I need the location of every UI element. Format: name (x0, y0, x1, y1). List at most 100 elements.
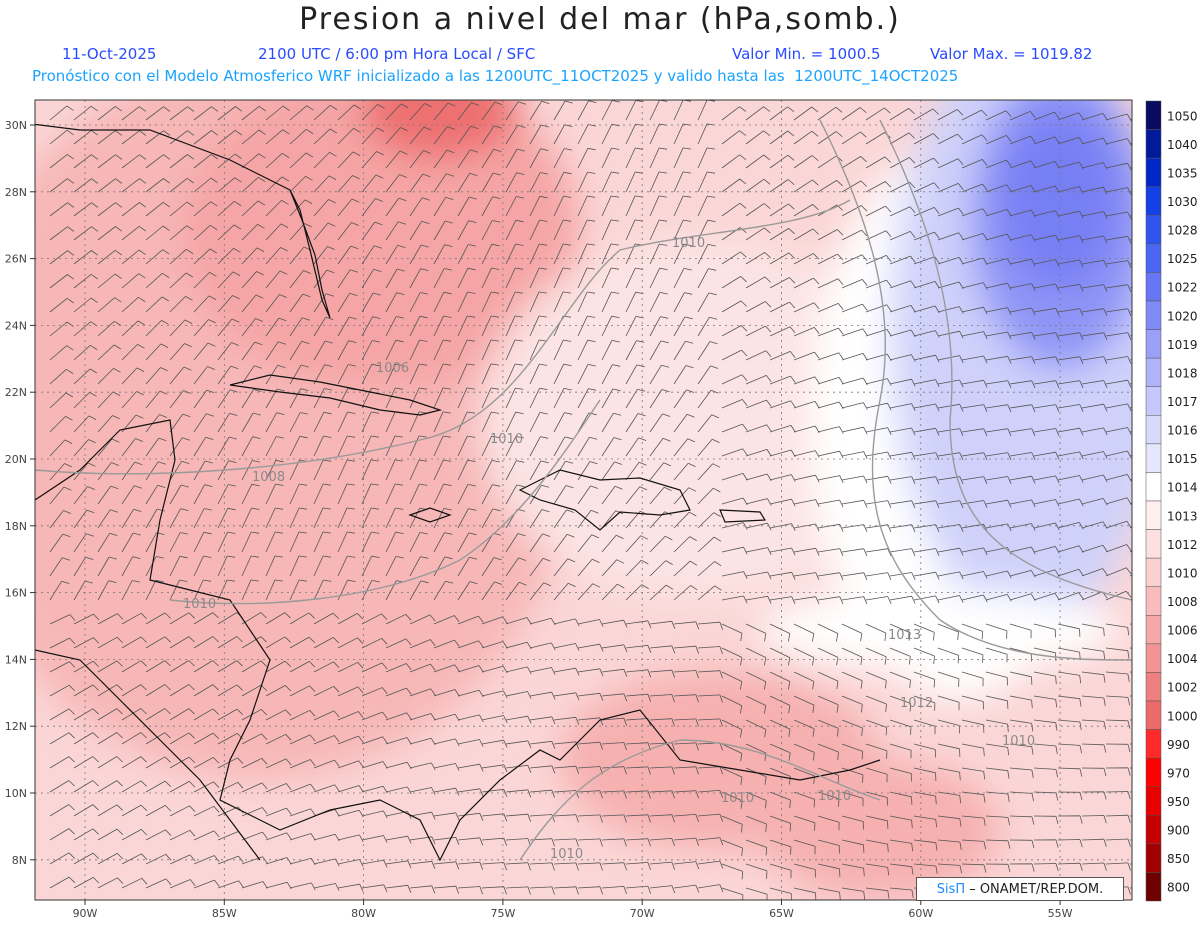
colorbar-swatch (1145, 443, 1162, 473)
contour-labels: 1010 1010 1008 1010 1006 1010 1013 1012 … (183, 236, 1035, 862)
colorbar-level: 900 (1167, 824, 1190, 838)
lat-label: 18N (5, 520, 27, 533)
lon-label: 80W (351, 907, 376, 920)
contour-label: 1006 (376, 361, 409, 376)
contour-label: 1010 (183, 597, 216, 612)
wind-barb-set (49, 100, 1132, 900)
map-frame (34, 99, 1133, 901)
lon-label: 60W (908, 907, 933, 920)
colorbar-swatch (1145, 472, 1162, 502)
max-value: Valor Max. = 1019.82 (930, 45, 1093, 63)
colorbar-swatch (1145, 872, 1162, 902)
lat-label: 24N (5, 319, 27, 332)
colorbar-level: 1025 (1167, 252, 1198, 266)
colorbar-level: 1010 (1167, 566, 1198, 580)
model-info: Pronóstico con el Modelo Atmosferico WRF… (32, 67, 959, 85)
colorbar-level: 1022 (1167, 281, 1198, 295)
lat-label: 30N (5, 119, 27, 132)
colorbar-level: 990 (1167, 738, 1190, 752)
colorbar-level: 1040 (1167, 138, 1198, 152)
lon-label: 75W (490, 907, 515, 920)
credit-text: – ONAMET/REP.DOM. (969, 881, 1104, 897)
lat-label: 8N (12, 854, 27, 867)
credit-box: SisΠ – ONAMET/REP.DOM. (916, 877, 1124, 901)
contour-label: 1008 (252, 470, 285, 485)
colorbar-swatch (1145, 186, 1162, 216)
isobars (35, 119, 1132, 861)
colorbar-swatch (1145, 615, 1162, 645)
colorbar-level: 970 (1167, 766, 1190, 780)
contour-label: 1010 (721, 791, 754, 806)
contour-label: 1013 (888, 628, 921, 643)
colorbar-swatch (1145, 700, 1162, 730)
colorbar-swatch (1145, 300, 1162, 330)
colorbar-swatch (1145, 729, 1162, 759)
lon-label: 70W (630, 907, 655, 920)
map-title: Presion a nivel del mar (hPa,somb.) (299, 2, 901, 37)
min-value: Valor Min. = 1000.5 (732, 45, 881, 63)
forecast-time: 2100 UTC / 6:00 pm Hora Local / SFC (258, 45, 536, 63)
colorbar-level: 1016 (1167, 424, 1198, 438)
colorbar-level: 1014 (1167, 481, 1198, 495)
lon-label: 90W (73, 907, 98, 920)
colorbar-swatch (1145, 757, 1162, 787)
colorbar-swatch (1145, 672, 1162, 702)
colorbar-swatch (1145, 272, 1162, 302)
colorbar-level: 1015 (1167, 452, 1198, 466)
colorbar-level: 1000 (1167, 709, 1198, 723)
colorbar-level: 1012 (1167, 538, 1198, 552)
wind-barbs (49, 100, 1132, 900)
colorbar-swatch (1145, 415, 1162, 445)
colorbar-swatch (1145, 643, 1162, 673)
colorbar-swatch (1145, 386, 1162, 416)
colorbar-level: 1006 (1167, 624, 1198, 638)
colorbar-swatch (1145, 815, 1162, 845)
lat-label: 12N (5, 720, 27, 733)
colorbar-swatch (1145, 243, 1162, 273)
lon-label: 65W (769, 907, 794, 920)
contour-label: 1010 (490, 432, 523, 447)
contour-label: 1010 (550, 847, 583, 862)
colorbar-swatch (1145, 357, 1162, 387)
colorbar-swatch (1145, 586, 1162, 616)
lat-label: 10N (5, 787, 27, 800)
colorbar-level: 1004 (1167, 652, 1198, 666)
credit-brand: SisΠ (936, 881, 966, 897)
colorbar-level: 1050 (1167, 109, 1198, 123)
colorbar-level: 1030 (1167, 195, 1198, 209)
colorbar-level: 1019 (1167, 338, 1198, 352)
colorbar-level: 1008 (1167, 595, 1198, 609)
colorbar-level: 1013 (1167, 509, 1198, 523)
colorbar-swatch (1145, 100, 1162, 130)
forecast-date: 11-Oct-2025 (62, 45, 157, 63)
colorbar-swatch (1145, 129, 1162, 159)
colorbar-swatch (1145, 157, 1162, 187)
lat-label: 20N (5, 453, 27, 466)
colorbar-swatch (1145, 500, 1162, 530)
lat-label: 16N (5, 587, 27, 600)
contour-label: 1010 (672, 236, 705, 251)
map-field: 1010 1010 1008 1010 1006 1010 1013 1012 … (35, 100, 1132, 900)
colorbar-level: 1035 (1167, 166, 1198, 180)
lat-lon-grid (35, 100, 1132, 900)
colorbar-level: 800 (1167, 881, 1190, 895)
coastlines (35, 123, 881, 862)
colorbar-level: 1017 (1167, 395, 1198, 409)
colorbar: 1050 1040 1035 1030 1028 1025 1022 1020 1019 1018… (1145, 100, 1198, 902)
contour-label: 1010 (818, 789, 851, 804)
colorbar-swatch (1145, 557, 1162, 587)
colorbar-level: 850 (1167, 852, 1190, 866)
lon-label: 85W (212, 907, 237, 920)
colorbar-level: 1002 (1167, 681, 1198, 695)
lon-label: 55W (1048, 907, 1073, 920)
colorbar-swatch (1145, 843, 1162, 873)
longitude-labels: 90W 85W 80W 75W 70W 65W 60W 55W (73, 900, 1073, 920)
lat-label: 14N (5, 653, 27, 666)
colorbar-swatch (1145, 329, 1162, 359)
lat-label: 26N (5, 253, 27, 266)
colorbar-level: 1020 (1167, 309, 1198, 323)
colorbar-swatch (1145, 215, 1162, 245)
colorbar-level: 950 (1167, 795, 1190, 809)
latitude-labels: 30N 28N 26N 24N 22N 20N 18N 16N 14N 12N 10N 8N (5, 119, 35, 867)
